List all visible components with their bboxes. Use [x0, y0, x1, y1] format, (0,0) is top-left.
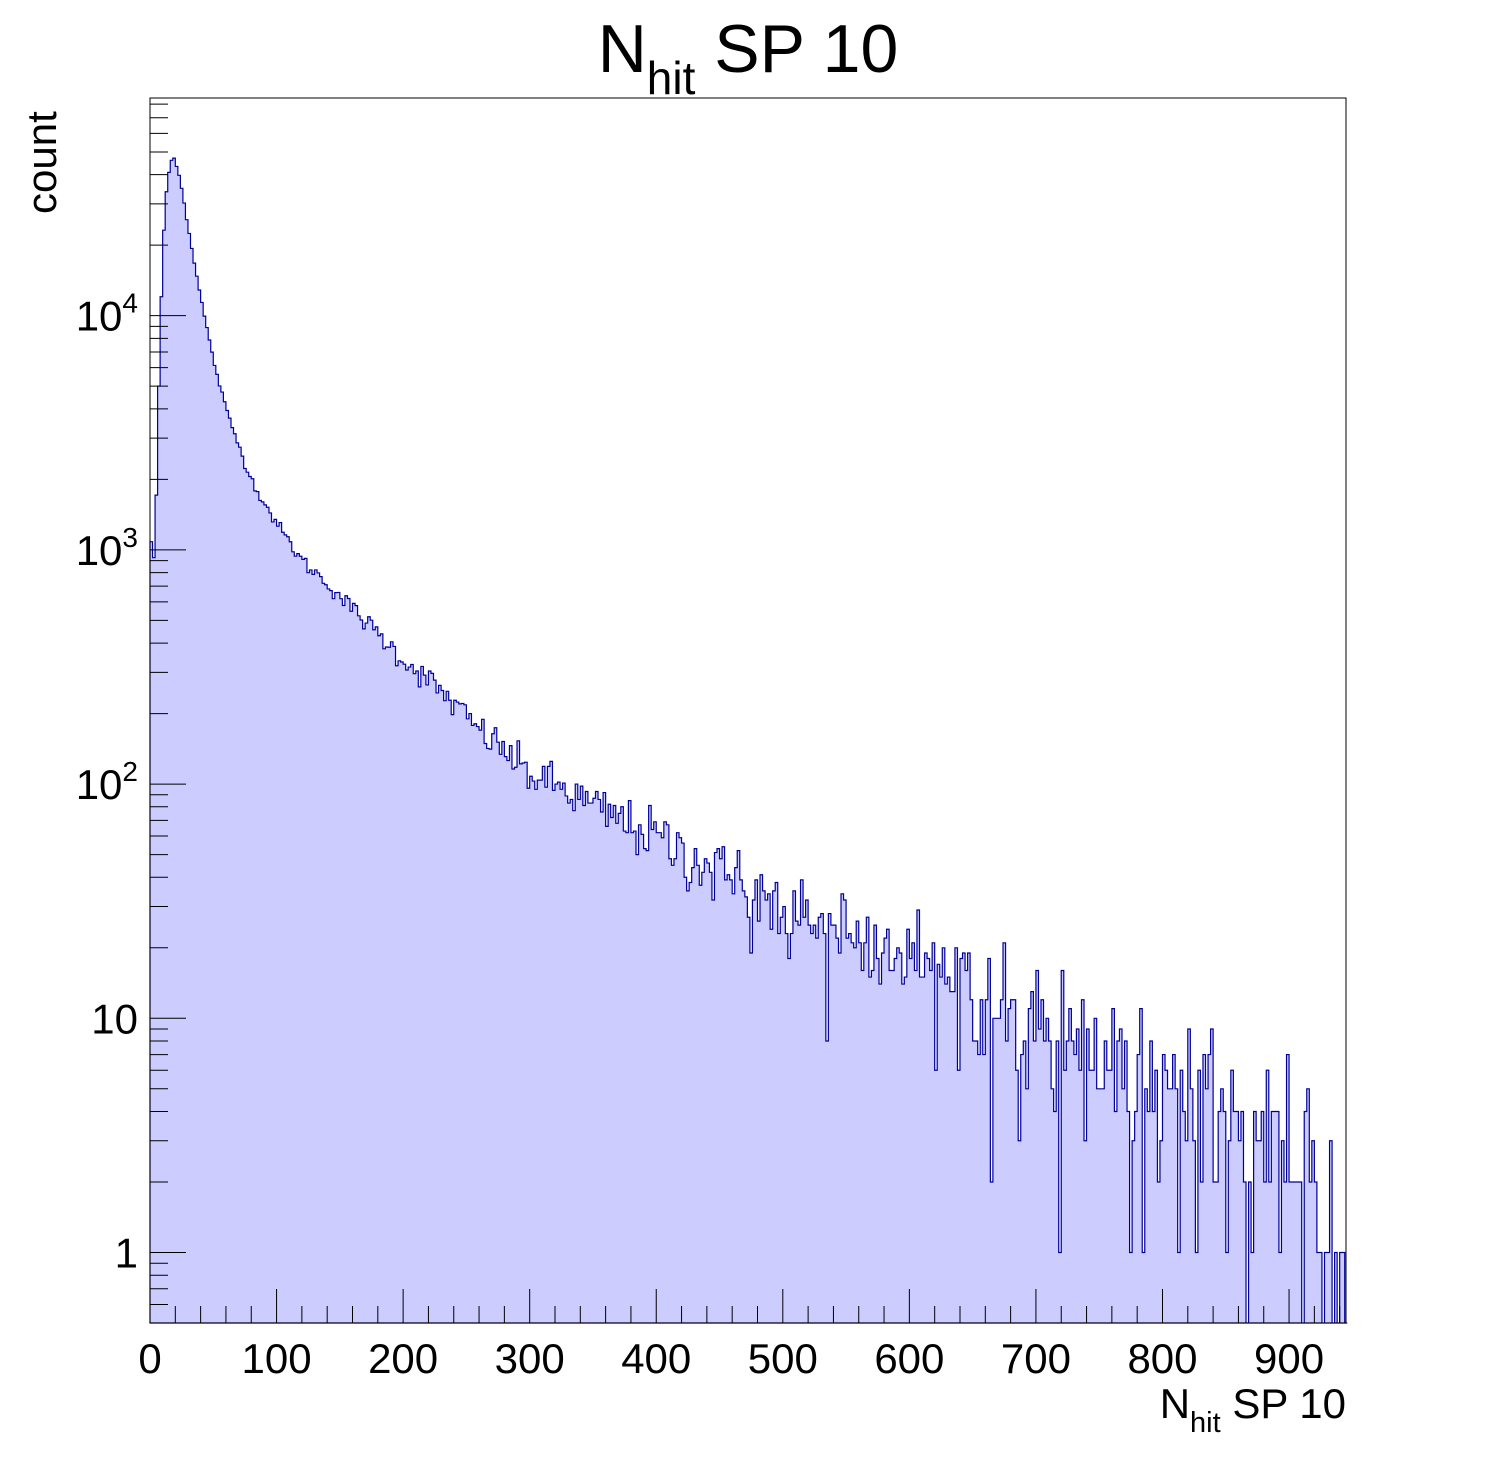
x-tick-label: 100 — [242, 1335, 312, 1382]
x-tick-label: 500 — [748, 1335, 818, 1382]
y-tick-label: 104 — [76, 288, 138, 340]
x-tick-label: 700 — [1001, 1335, 1071, 1382]
chart-title: Nhit SP 10 — [598, 11, 899, 104]
y-axis-label: count — [18, 111, 65, 214]
histogram-outline — [149, 157, 1348, 1324]
x-axis-label-sub: hit — [1190, 1407, 1221, 1439]
x-tick-label: 400 — [621, 1335, 691, 1382]
histogram-fill-area — [150, 158, 1348, 1323]
x-axis-label-rest: SP 10 — [1221, 1380, 1346, 1427]
y-tick-label: 102 — [76, 756, 138, 808]
y-axis: 1 10 102 103 104 — [76, 103, 186, 1324]
x-tick-label: 800 — [1127, 1335, 1197, 1382]
chart-title-base: N — [598, 11, 647, 87]
y-tick-label: 10 — [91, 995, 138, 1042]
chart-title-sub: hit — [647, 52, 696, 104]
y-tick-label: 103 — [76, 522, 138, 574]
x-tick-label: 300 — [495, 1335, 565, 1382]
x-tick-label: 200 — [368, 1335, 438, 1382]
x-axis: 0 100 200 300 400 500 600 700 800 900 — [138, 1289, 1341, 1382]
x-axis-label: Nhit SP 10 — [1160, 1380, 1346, 1439]
histogram-step-line — [149, 157, 1348, 1324]
x-tick-label: 0 — [138, 1335, 161, 1382]
plot-frame — [149, 97, 1347, 1324]
histogram-fill — [150, 158, 1348, 1323]
chart-title-rest: SP 10 — [695, 11, 898, 87]
x-tick-label: 900 — [1254, 1335, 1324, 1382]
x-axis-label-base: N — [1160, 1380, 1190, 1427]
x-tick-label: 600 — [874, 1335, 944, 1382]
y-tick-label: 1 — [115, 1229, 138, 1276]
